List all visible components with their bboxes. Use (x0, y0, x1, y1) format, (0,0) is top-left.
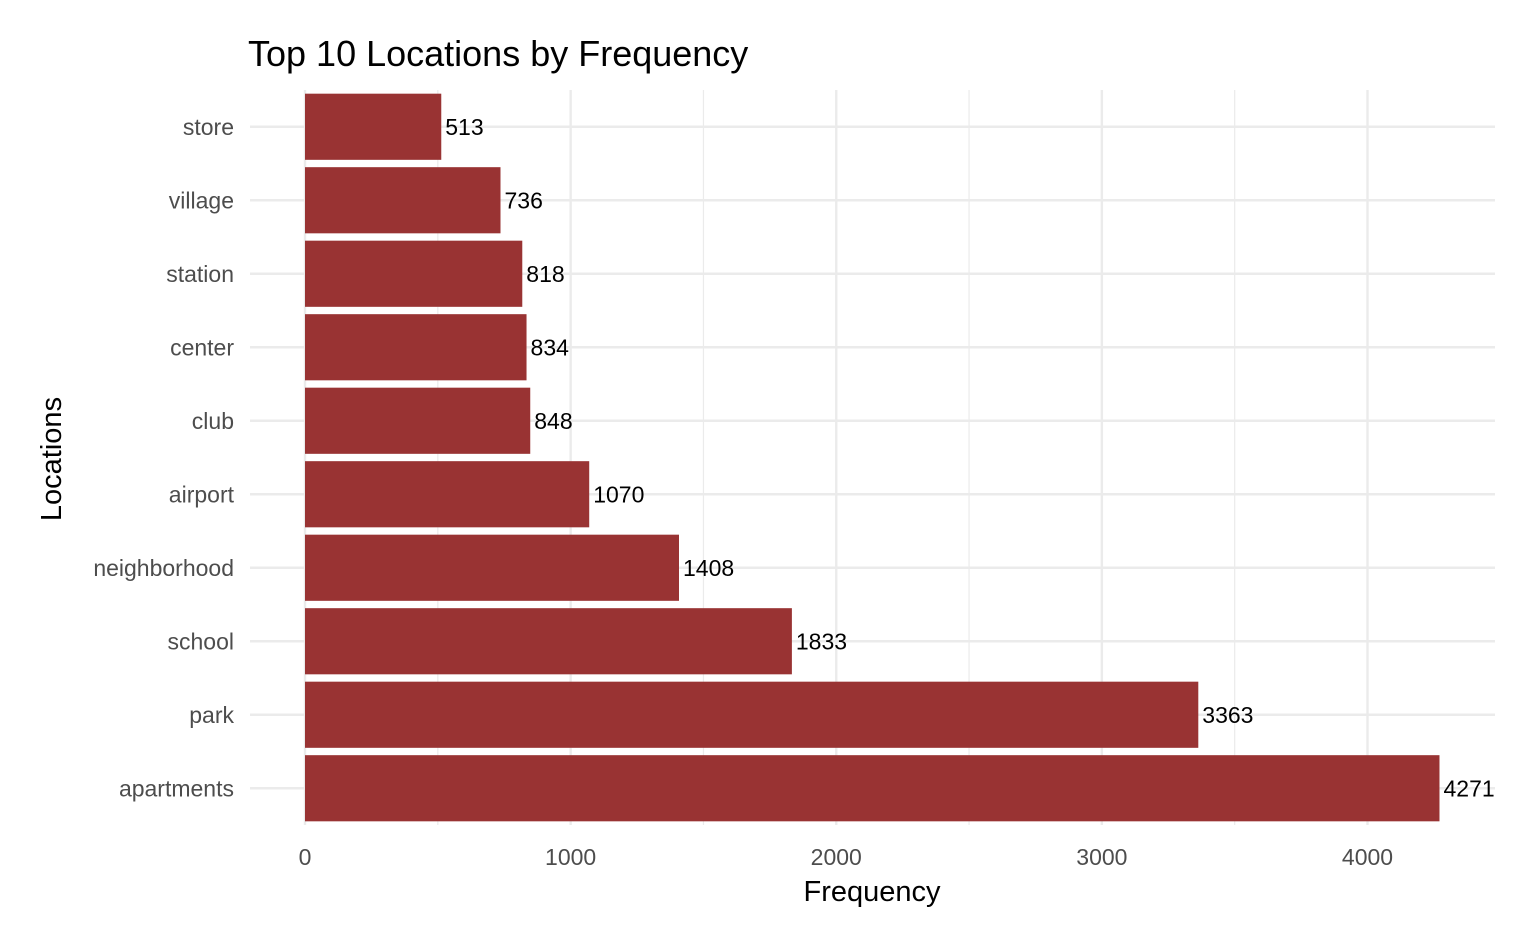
data-label-apartments: 4271 (1443, 775, 1494, 801)
bar-neighborhood (305, 534, 679, 601)
data-label-school: 1833 (796, 628, 847, 654)
x-tick-label: 1000 (545, 844, 596, 870)
y-tick-label: store (183, 114, 234, 140)
y-axis-ticks: apartments park school neighborhood airport c… (93, 114, 234, 802)
data-label-park: 3363 (1202, 702, 1253, 728)
data-label-village: 736 (505, 187, 543, 213)
bar-school (305, 608, 792, 675)
x-tick-label: 2000 (811, 844, 862, 870)
x-axis-title: Frequency (803, 876, 941, 908)
data-labels: 4271 3363 1833 1408 1070 848 834 818 736 513 (445, 114, 1494, 802)
bar-village (305, 167, 501, 234)
bar-center (305, 314, 527, 381)
bar-apartments (305, 755, 1440, 822)
y-tick-label: park (189, 702, 234, 728)
bar-club (305, 387, 531, 454)
bars (305, 93, 1440, 822)
x-tick-label: 4000 (1342, 844, 1393, 870)
chart-title: Top 10 Locations by Frequency (248, 33, 748, 74)
y-tick-label: neighborhood (93, 555, 234, 581)
y-tick-label: school (168, 628, 234, 654)
data-label-station: 818 (526, 261, 564, 287)
y-tick-label: center (170, 334, 234, 360)
data-label-club: 848 (534, 408, 572, 434)
bar-store (305, 93, 442, 160)
bar-station (305, 240, 523, 307)
y-tick-label: station (166, 261, 234, 287)
bar-airport (305, 461, 590, 528)
y-tick-label: village (169, 187, 234, 213)
x-axis-ticks: 0 1000 2000 3000 4000 (299, 844, 1393, 870)
y-tick-label: club (192, 408, 234, 434)
x-tick-label: 0 (299, 844, 312, 870)
y-tick-label: airport (169, 481, 235, 507)
data-label-center: 834 (531, 334, 570, 360)
data-label-airport: 1070 (593, 481, 644, 507)
bar-park (305, 681, 1199, 748)
data-label-neighborhood: 1408 (683, 555, 734, 581)
x-tick-label: 3000 (1076, 844, 1127, 870)
y-tick-label: apartments (119, 775, 234, 801)
data-label-store: 513 (445, 114, 483, 140)
y-axis-title: Locations (36, 397, 68, 521)
